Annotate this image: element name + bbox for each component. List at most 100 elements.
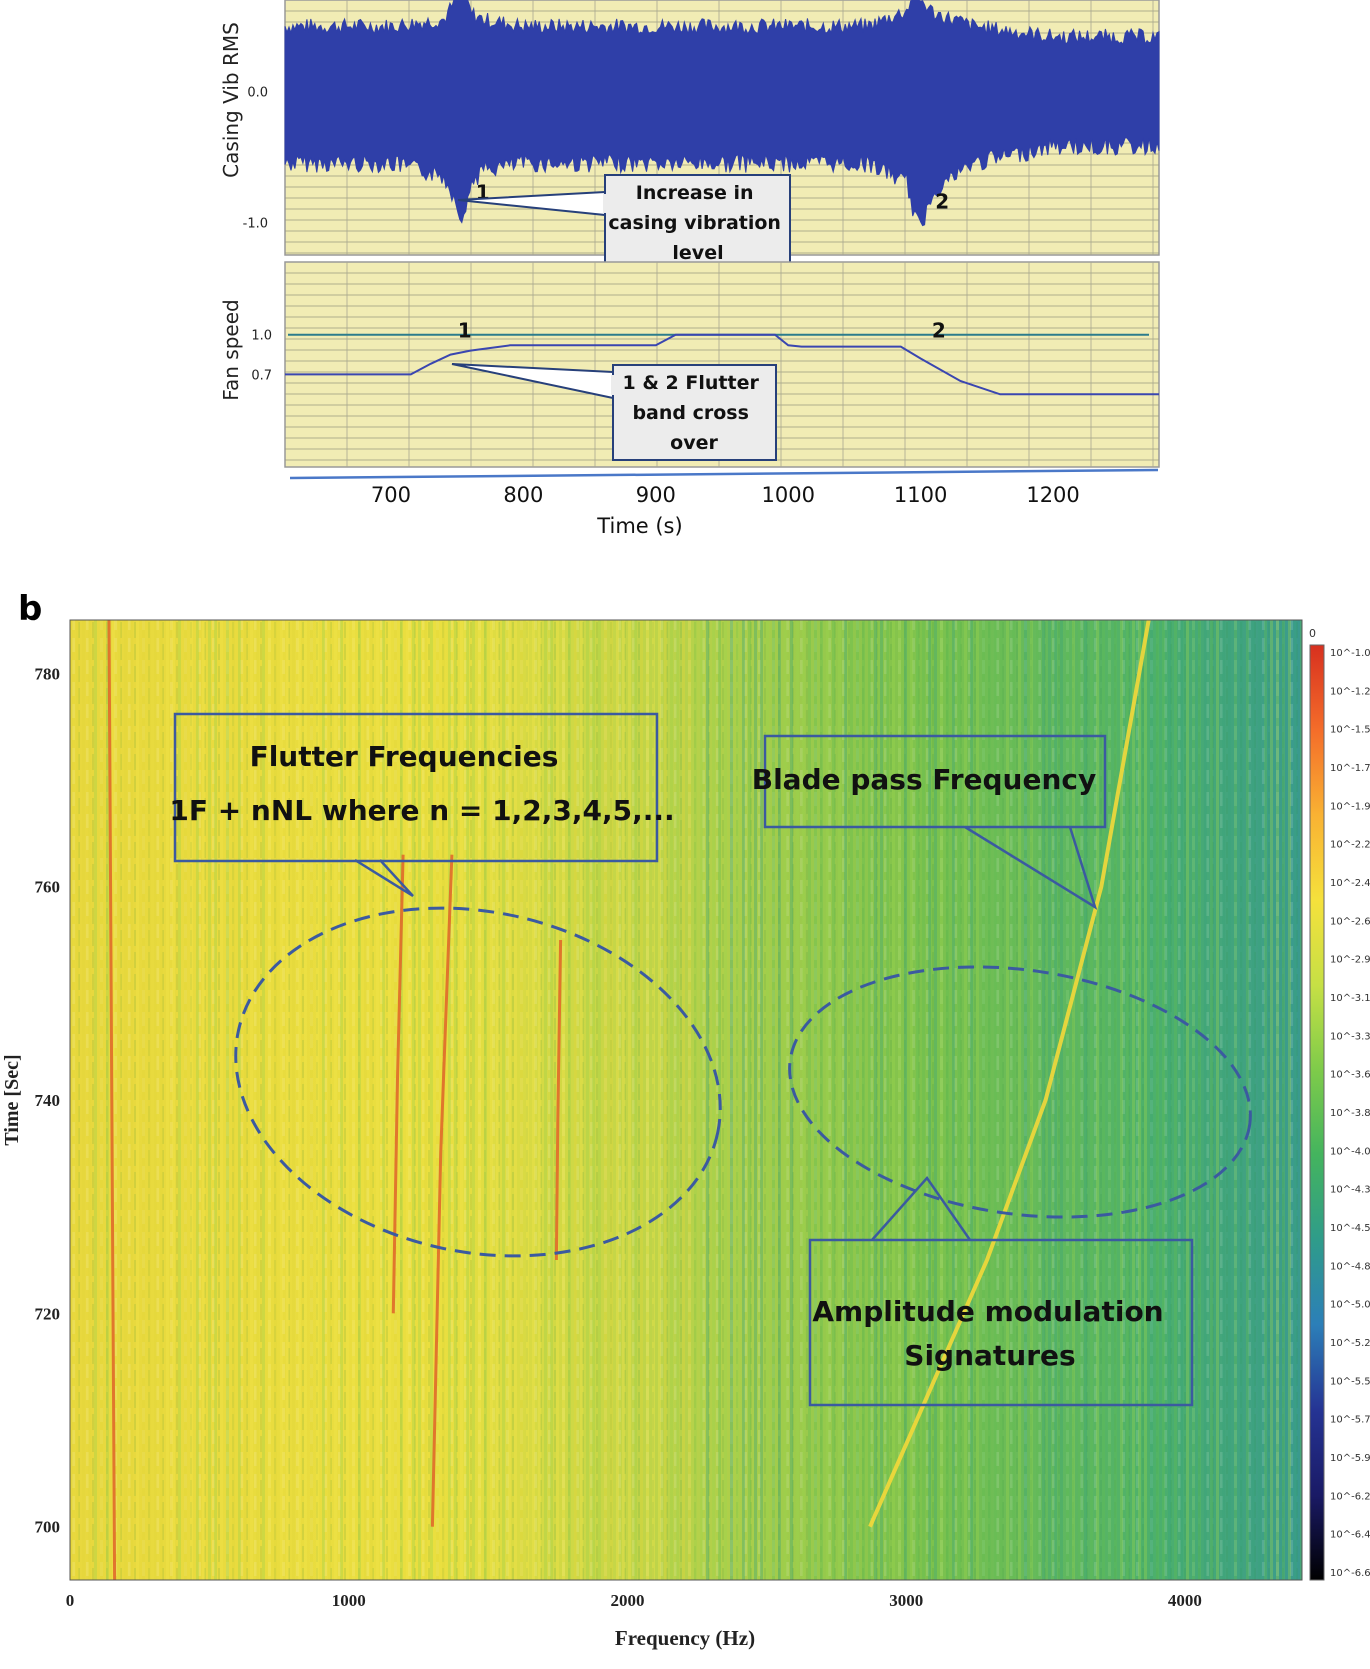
heatmap-stripe — [208, 620, 211, 1580]
heatmap-stripe — [598, 620, 601, 1580]
heatmap-stripe — [544, 620, 547, 1580]
heatmap-stripe — [1108, 620, 1111, 1580]
heatmap-stripe — [220, 620, 223, 1580]
heatmap-stripe — [574, 620, 577, 1580]
time-tick-label: 1200 — [1026, 483, 1079, 507]
time-sec-tick-label: 780 — [35, 664, 61, 683]
frequency-tick-label: 3000 — [889, 1591, 923, 1610]
colorbar-label: 10^-1.27 — [1330, 686, 1370, 697]
colorbar-label: 10^-6.68 — [1330, 1568, 1370, 1579]
heatmap-stripe — [106, 620, 109, 1580]
time-axis-line — [289, 468, 1159, 480]
colorbar — [1309, 644, 1325, 1581]
heatmap-stripe — [766, 620, 769, 1580]
heatmap-stripe — [1090, 620, 1093, 1580]
heatmap-stripe — [244, 620, 247, 1580]
heatmap-stripe — [376, 620, 379, 1580]
heatmap-stripe — [364, 620, 367, 1580]
time-sec-tick-label: 760 — [35, 878, 61, 897]
heatmap-stripe — [418, 620, 421, 1580]
vib-tick-label: -1.0 — [243, 216, 268, 231]
heatmap-stripe — [382, 620, 385, 1580]
heatmap-stripe — [490, 620, 493, 1580]
vib-tick-label: 0.0 — [247, 86, 268, 101]
colorbar-label: 10^-2.21 — [1330, 840, 1370, 851]
modulation-callout-line1: Amplitude modulation — [812, 1295, 1163, 1328]
heatmap-stripe — [670, 620, 673, 1580]
heatmap-stripe — [1234, 620, 1237, 1580]
speed-y-ticks: 1.0 0.7 — [251, 329, 272, 384]
heatmap-stripe — [958, 620, 961, 1580]
heatmap-stripe — [1072, 620, 1075, 1580]
heatmap-stripe — [1150, 620, 1153, 1580]
modulation-callout-box — [808, 1238, 1194, 1407]
heatmap-stripe — [1294, 620, 1297, 1580]
heatmap-stripe — [526, 620, 529, 1580]
heatmap-stripe — [1048, 620, 1051, 1580]
heatmap-stripe — [1276, 620, 1279, 1580]
heatmap-stripe — [604, 620, 607, 1580]
colorbar-label: 10^-1.50 — [1330, 725, 1370, 736]
heatmap-stripe — [754, 620, 757, 1580]
heatmap-stripe — [406, 620, 409, 1580]
heatmap-stripe — [946, 620, 949, 1580]
heatmap-stripe — [274, 620, 277, 1580]
heatmap-stripe — [268, 620, 271, 1580]
heatmap-stripe — [250, 620, 253, 1580]
speed-y-axis-label: Fan speed — [219, 299, 243, 400]
heatmap-stripe — [466, 620, 469, 1580]
heatmap-stripe — [520, 620, 523, 1580]
flutter-line-ridge — [107, 620, 117, 1580]
heatmap-stripe — [832, 620, 835, 1580]
heatmap-stripe — [292, 620, 295, 1580]
heatmap-stripe — [184, 620, 187, 1580]
heatmap-stripe — [130, 620, 133, 1580]
frequency-x-ticks: 0 1000 2000 3000 4000 — [66, 1591, 1202, 1610]
heatmap-stripe — [934, 620, 937, 1580]
frequency-tick-label: 1000 — [332, 1591, 366, 1610]
heatmap-stripe — [1030, 620, 1033, 1580]
heatmap-stripe — [508, 620, 511, 1580]
heatmap-stripe — [232, 620, 235, 1580]
heatmap-stripe — [460, 620, 463, 1580]
heatmap-stripe — [1126, 620, 1129, 1580]
flutter-callout-box — [173, 712, 659, 863]
heatmap-stripe — [550, 620, 553, 1580]
heatmap-stripe — [970, 620, 973, 1580]
heatmap-stripe — [592, 620, 595, 1580]
frequency-axis-label: Frequency (Hz) — [615, 1626, 755, 1650]
heatmap-stripe — [1144, 620, 1147, 1580]
heatmap-stripe — [634, 620, 637, 1580]
heatmap-stripe — [298, 620, 301, 1580]
time-x-ticks: 700 800 900 1000 1100 1200 — [371, 483, 1080, 507]
heatmap-stripe — [1096, 620, 1099, 1580]
speed-callout-box — [612, 364, 777, 461]
heatmap-stripe — [1210, 620, 1213, 1580]
heatmap-stripe — [532, 620, 535, 1580]
colorbar-label: 10^-1.74 — [1330, 763, 1370, 774]
colorbar-label: 10^-3.86 — [1330, 1108, 1370, 1119]
colorbar-label: 10^-5.74 — [1330, 1415, 1370, 1426]
heatmap-stripe — [70, 620, 73, 1580]
time-sec-tick-label: 700 — [35, 1518, 61, 1537]
heatmap-stripe — [772, 620, 775, 1580]
heatmap-stripe — [640, 620, 643, 1580]
time-tick-label: 1100 — [894, 483, 947, 507]
heatmap-stripe — [616, 620, 619, 1580]
heatmap-stripe — [124, 620, 127, 1580]
heatmap-stripe — [316, 620, 319, 1580]
heatmap-stripe — [436, 620, 439, 1580]
colorbar-label: 10^-2.92 — [1330, 955, 1370, 966]
heatmap-stripe — [880, 620, 883, 1580]
heatmap-ridges — [107, 620, 1151, 1580]
heatmap-stripe — [160, 620, 163, 1580]
heatmap-stripe — [1162, 620, 1165, 1580]
fan-speed-line — [285, 333, 1159, 396]
heatmap-stripe — [1270, 620, 1273, 1580]
heatmap-stripe — [148, 620, 151, 1580]
heatmap-stripe — [700, 620, 703, 1580]
blade-pass-callout-box — [763, 734, 1107, 829]
panel-b-label: b — [18, 589, 42, 629]
